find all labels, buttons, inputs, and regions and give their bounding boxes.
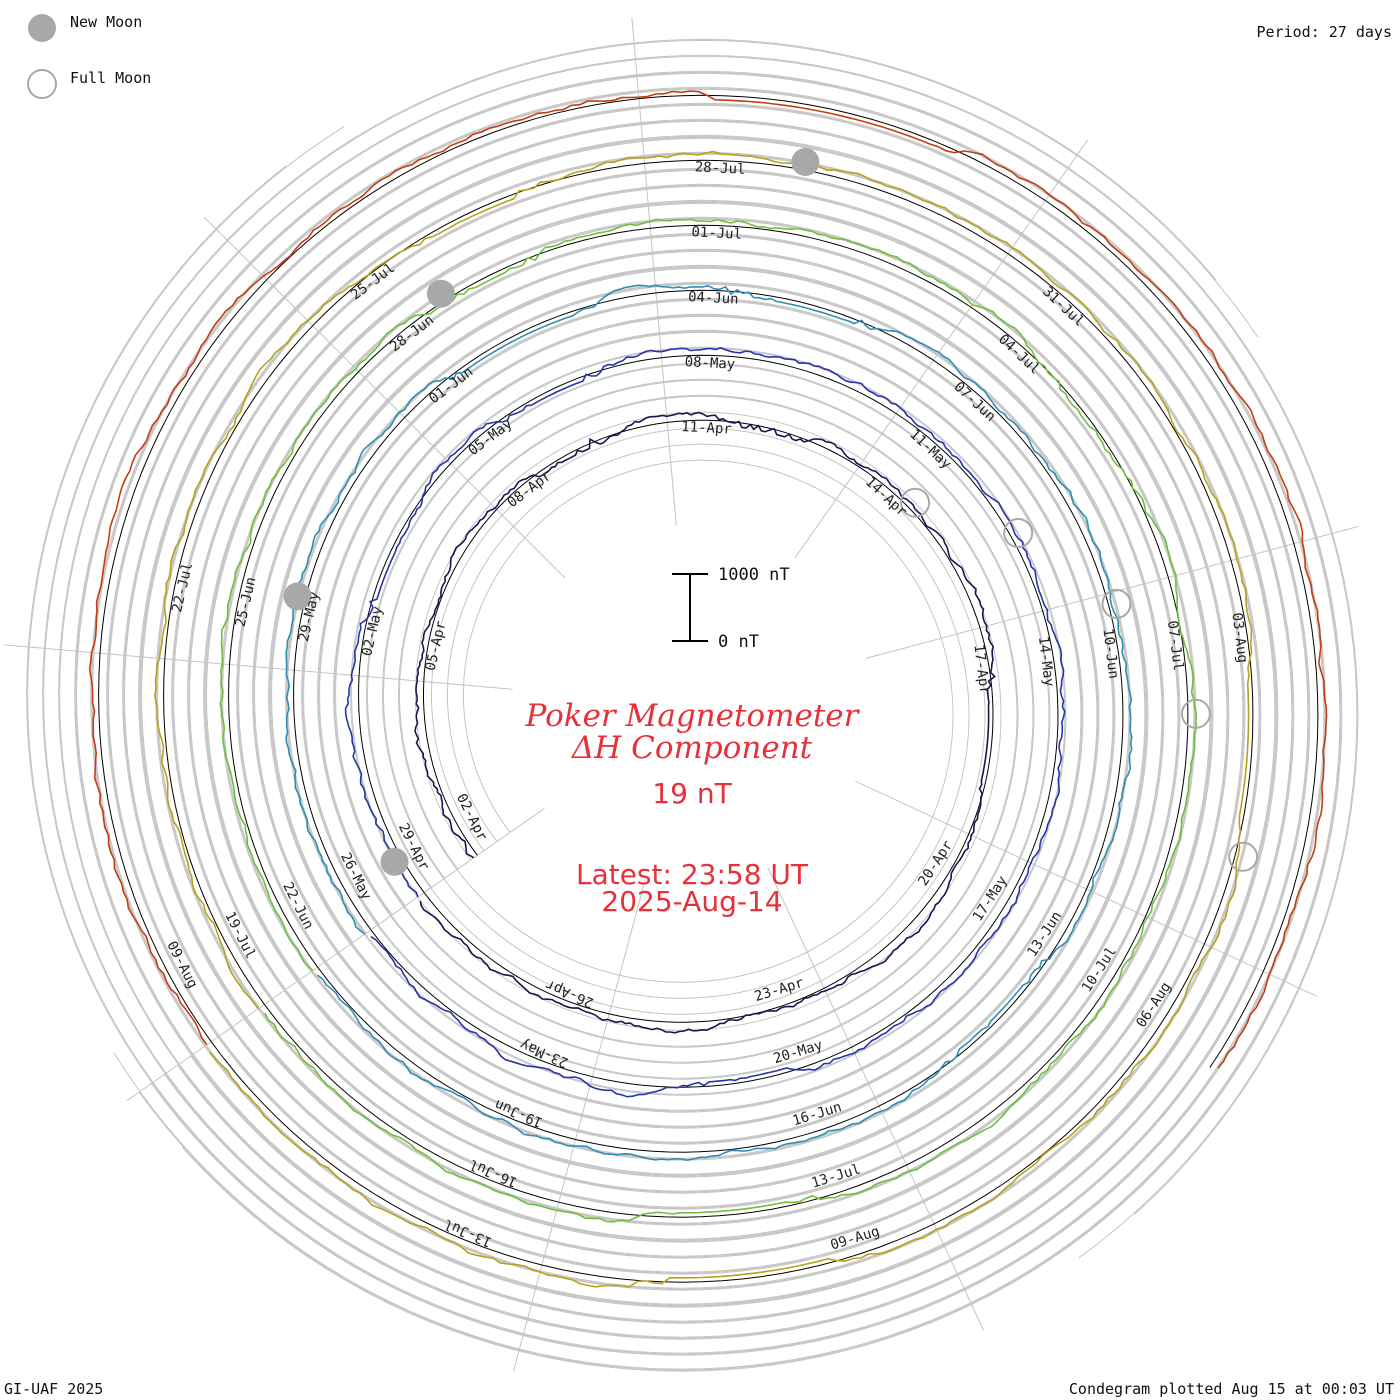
- date-label: 26-Apr: [543, 976, 596, 1010]
- trace-6: [88, 90, 1328, 1069]
- date-label: 26-May: [337, 850, 374, 902]
- grid-spiral: [43, 39, 1309, 1338]
- latest-date: 2025-Aug-14: [601, 885, 782, 918]
- date-label: 31-Jul: [1039, 284, 1087, 330]
- date-label: 04-Jul: [995, 331, 1043, 377]
- date-label: 22-Jul: [169, 561, 196, 614]
- rotation-baseline: [228, 224, 1189, 1218]
- spoke-layer: [4, 17, 1359, 1372]
- date-label: 09-Aug: [163, 939, 200, 991]
- legend: New Moon Full Moon Period: 27 days: [27, 13, 1392, 99]
- new-moon-marker: [791, 148, 820, 176]
- full-moon-marker: [900, 487, 931, 518]
- legend-new-moon-label: New Moon: [70, 13, 142, 31]
- moon-layer: [283, 148, 1259, 876]
- trace-4: [219, 218, 1198, 1223]
- date-label: 02-May: [359, 605, 386, 658]
- new-moon-marker: [283, 582, 312, 611]
- footer-plotted: Condegram plotted Aug 15 at 00:03 UT: [1069, 1380, 1394, 1398]
- date-label: 17-Apr: [970, 643, 992, 695]
- grid-spiral: [42, 38, 1310, 1339]
- chart-title-line2: ΔH Component: [571, 730, 813, 766]
- date-label: 11-Apr: [681, 419, 732, 438]
- day-spoke: [767, 867, 985, 1331]
- scale-top-label: 1000 nT: [718, 565, 790, 585]
- new-moon-marker: [380, 847, 409, 876]
- trace-5: [153, 150, 1253, 1289]
- day-spoke: [126, 807, 545, 1102]
- full-moon-marker: [1003, 518, 1034, 548]
- date-label: 10-Jun: [1099, 628, 1121, 680]
- date-label: 25-Jul: [348, 260, 398, 303]
- trace-layer: [88, 90, 1328, 1289]
- date-label: 14-May: [1035, 635, 1057, 687]
- grid-spiral: [74, 70, 1343, 1372]
- grid-spiral: [26, 87, 1326, 1355]
- date-label: 01-Jun: [426, 364, 476, 407]
- full-moon-marker: [1180, 698, 1211, 729]
- center-text: Poker Magnetometer ΔH Component 19 nT La…: [525, 698, 861, 918]
- day-spoke: [631, 17, 677, 526]
- latest-time: Latest: 23:58 UT: [576, 858, 809, 891]
- full-moon-marker: [1228, 841, 1259, 872]
- date-label: 07-Jun: [951, 379, 999, 425]
- date-label: 22-Jun: [279, 880, 316, 932]
- new-moon-marker: [426, 279, 455, 308]
- date-label: 28-Jul: [694, 159, 745, 178]
- period-label: Period: 27 days: [1257, 23, 1392, 41]
- full-moon-icon: [27, 69, 57, 99]
- date-label: 03-Aug: [1228, 612, 1250, 664]
- trace-1: [414, 411, 996, 1034]
- legend-full-moon-label: Full Moon: [70, 69, 151, 87]
- rotation-baseline: [358, 354, 1059, 1088]
- date-label: 25-Jun: [233, 576, 260, 629]
- date-label: 28-Jun: [387, 312, 437, 355]
- day-spoke: [794, 139, 1089, 558]
- day-spoke: [512, 878, 646, 1372]
- footer-credit: GI-UAF 2025: [4, 1380, 103, 1398]
- date-label: 19-Jul: [221, 909, 258, 961]
- day-spoke: [865, 525, 1359, 659]
- rotation-baseline: [98, 94, 1319, 1068]
- full-moon-marker: [1101, 588, 1132, 619]
- chart-title-line1: Poker Magnetometer: [525, 698, 861, 734]
- grid-spiral: [27, 88, 1325, 1354]
- scale-bottom-label: 0 nT: [718, 632, 759, 652]
- date-label: 05-Apr: [423, 619, 450, 672]
- rotation-baseline: [423, 419, 994, 1023]
- date-label: 07-Jul: [1164, 620, 1186, 672]
- rotation-baseline: [293, 289, 1124, 1153]
- grid-spiral: [59, 55, 1358, 1322]
- scale-bar: 1000 nT 0 nT: [672, 565, 790, 652]
- grid-spiral: [76, 72, 1341, 1370]
- current-value: 19 nT: [652, 777, 732, 810]
- day-spoke: [4, 644, 513, 690]
- date-label: 08-May: [684, 354, 735, 373]
- baseline-layer: [98, 94, 1319, 1283]
- grid-spiral: [75, 71, 1342, 1371]
- rotation-baseline: [163, 159, 1254, 1283]
- trace-2: [344, 347, 1066, 1098]
- new-moon-icon: [28, 14, 56, 42]
- date-label: 01-Jul: [691, 224, 742, 243]
- date-label: 04-Jun: [688, 289, 739, 308]
- trace-3: [285, 284, 1133, 1162]
- day-spoke: [203, 216, 566, 579]
